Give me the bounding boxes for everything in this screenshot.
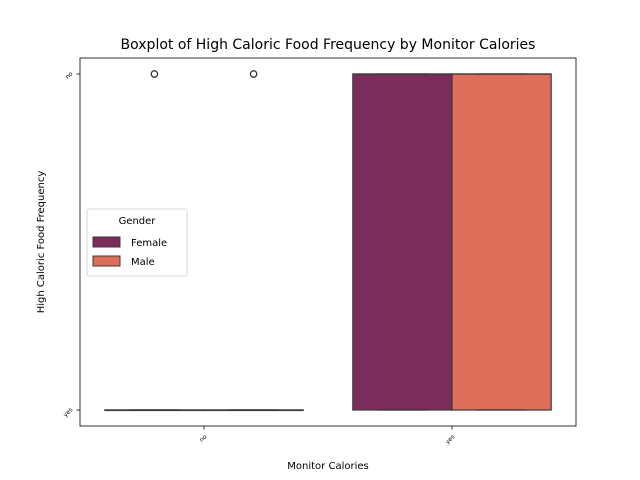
box-body	[352, 73, 453, 411]
legend-title: Gender	[119, 216, 157, 227]
box-body	[451, 73, 552, 411]
plot-frame	[79, 57, 577, 427]
y-axis-label: High Caloric Food Frequency	[36, 171, 47, 314]
x-tick-label: yes	[444, 433, 456, 445]
x-tick-label: no	[198, 433, 208, 443]
x-axis-label: Monitor Calories	[287, 461, 368, 472]
y-axis: yes no	[62, 70, 80, 419]
legend: Gender Female Male	[86, 208, 188, 277]
y-tick-label: no	[64, 70, 74, 80]
x-axis: no yes	[198, 426, 456, 446]
legend-label-female: Female	[131, 238, 167, 249]
y-tick-label: yes	[62, 406, 74, 418]
box-male-yes	[451, 73, 552, 411]
outlier-point	[150, 70, 159, 78]
legend-swatch-male	[92, 255, 121, 267]
box-female-yes	[352, 73, 453, 411]
box-male-no	[203, 70, 304, 412]
legend-swatch-female	[92, 236, 121, 248]
legend-label-male: Male	[131, 257, 155, 268]
chart-title: Boxplot of High Caloric Food Frequency b…	[121, 37, 536, 53]
outlier-point	[249, 70, 258, 78]
plot-boxes	[104, 70, 552, 412]
